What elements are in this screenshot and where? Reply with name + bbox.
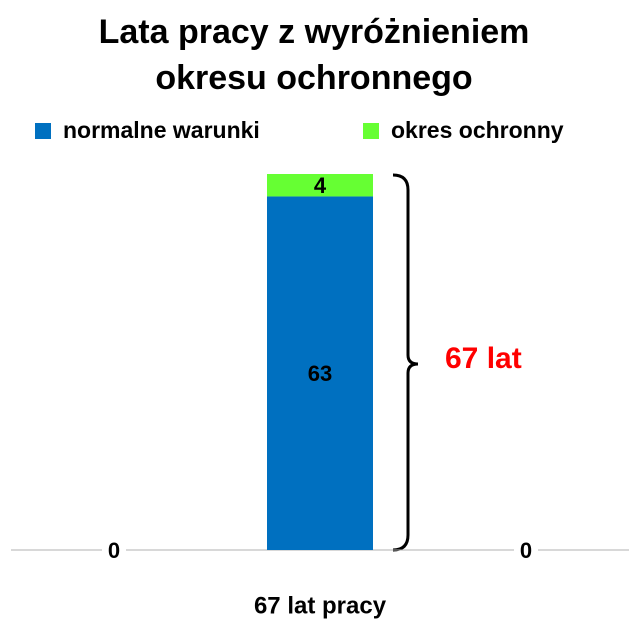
legend-swatch xyxy=(35,123,51,139)
legend-swatch xyxy=(363,123,379,139)
x-tick-label: 67 lat pracy xyxy=(254,592,387,619)
data-label: 4 xyxy=(314,173,327,198)
chart-title: Lata pracy z wyróżnieniem xyxy=(99,13,530,51)
data-label: 63 xyxy=(308,361,332,386)
bar-segment xyxy=(267,196,373,550)
legend-label: okres ochronny xyxy=(391,117,564,143)
label-background xyxy=(102,538,126,562)
brace xyxy=(392,173,419,552)
chart-title: okresu ochronnego xyxy=(155,59,472,97)
data-label: 0 xyxy=(108,538,120,563)
data-label: 0 xyxy=(520,538,532,563)
annotation: 67 lat xyxy=(445,342,522,375)
legend-label: normalne warunki xyxy=(63,117,260,143)
bar-segment xyxy=(267,174,373,197)
label-background xyxy=(514,538,538,562)
